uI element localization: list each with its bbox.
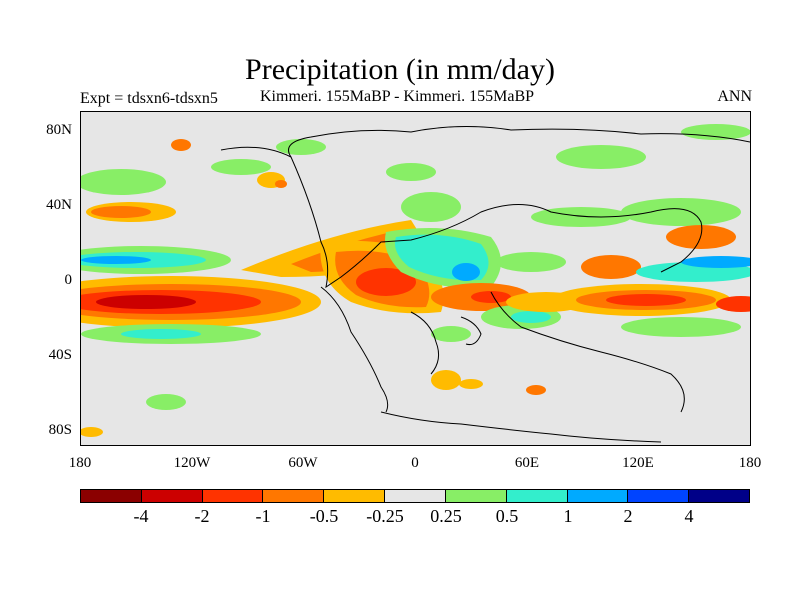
plot-title: Precipitation (in mm/day) [245,53,555,86]
lon-label-180-right: 180 [738,455,762,471]
colorbar-label: -2 [194,506,210,526]
colorbar [80,489,750,503]
colorbar-label: 2 [623,506,633,526]
lon-label-60e: 60E [514,455,540,471]
colorbar-label: 0.25 [430,506,462,526]
colorbar-label: 0.5 [495,506,519,526]
precipitation-map [80,111,751,446]
colorbar-swatch [445,490,507,502]
colorbar-label: 4 [684,506,694,526]
lat-label-80s: 80S [48,422,72,438]
colorbar-label: -0.5 [309,506,339,526]
lat-label-80n: 80N [46,122,72,138]
colorbar-swatch [141,490,203,502]
colorbar-label: -1 [255,506,271,526]
lat-label-40n: 40N [46,197,72,213]
colorbar-swatch [506,490,568,502]
comparison-label: Kimmeri. 155MaBP - Kimmeri. 155MaBP [260,88,535,105]
experiment-label: Expt = tdsxn6-tdsxn5 [80,90,218,107]
lon-label-60w: 60W [288,455,318,471]
colorbar-swatch [263,490,325,502]
coastlines [220,125,750,443]
lon-label-120e: 120E [622,455,654,471]
lon-label-180-left: 180 [68,455,92,471]
colorbar-swatch [202,490,264,502]
colorbar-swatch [81,490,142,502]
colorbar-swatch [385,490,446,502]
lat-label-0: 0 [64,272,73,288]
colorbar-label: 1 [563,506,573,526]
lat-label-40s: 40S [48,347,72,363]
colorbar-label: -4 [133,506,149,526]
lon-label-0: 0 [411,455,419,471]
contour-fields [81,124,750,437]
colorbar-swatch [628,490,690,502]
lon-label-120w: 120W [173,455,211,471]
colorbar-swatch [567,490,629,502]
season-label: ANN [717,88,752,105]
colorbar-swatch [324,490,386,502]
colorbar-label: -0.25 [366,506,404,526]
map-canvas [81,124,750,443]
colorbar-swatch [689,490,749,502]
